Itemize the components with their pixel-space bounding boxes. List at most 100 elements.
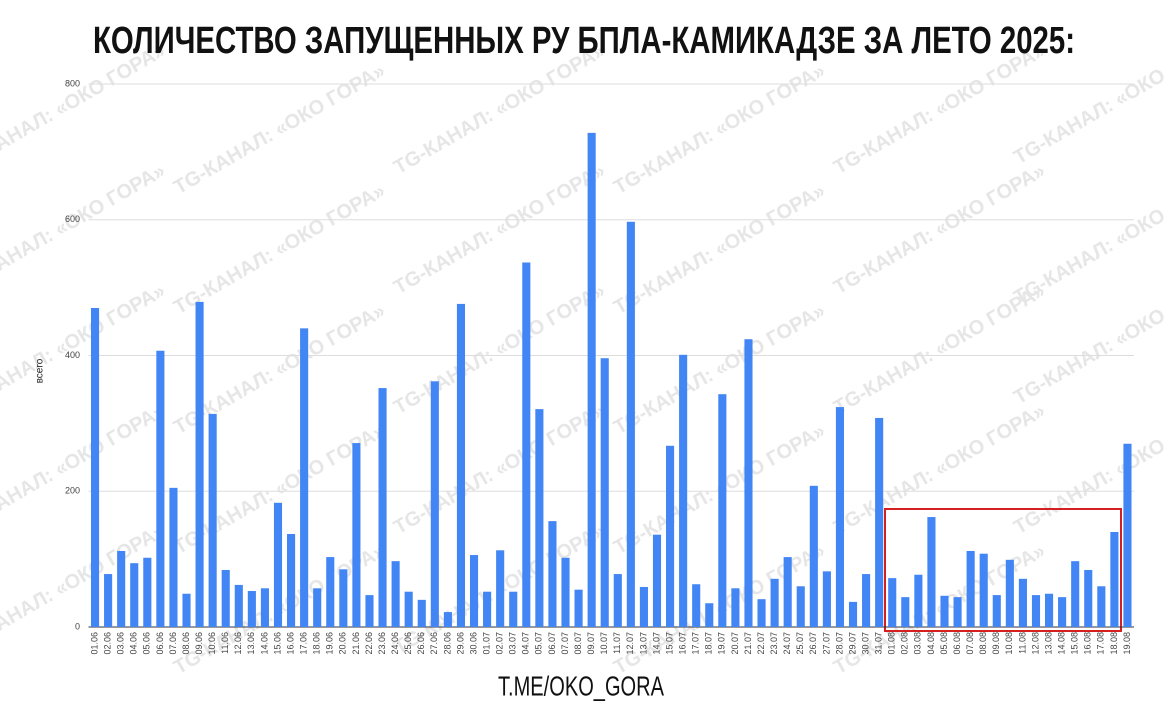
y-tick-label: 0 [75,621,80,631]
x-tick-label: 31.07 [874,632,884,655]
bar [757,599,766,627]
bar [692,584,701,627]
y-axis-label: всего [35,358,46,383]
y-tick-label: 200 [65,486,80,496]
bar [169,487,178,627]
x-tick-label: 13.06 [246,632,256,655]
x-tick-label: 23.06 [377,632,387,655]
x-tick-label: 28.06 [442,632,452,655]
bar [522,262,531,627]
bar [718,394,727,627]
x-tick-label: 13.08 [1043,632,1053,655]
bar [783,557,792,627]
bar [888,578,897,627]
bar [117,550,126,627]
bar [1031,595,1041,627]
x-tick-label: 02.08 [900,632,910,655]
x-tick-label: 20.07 [730,632,740,655]
x-tick-label: 04.07 [521,632,531,655]
watermark: TG-КАНАЛ: «ОКО ГОРА» [830,160,1049,299]
x-tick-label: 18.08 [1109,632,1119,655]
bar [300,328,309,627]
bar [391,561,400,627]
x-tick-label: 09.07 [586,632,596,655]
bar [156,350,165,627]
bar [744,339,753,627]
x-tick-label: 21.07 [743,632,753,655]
bar [1084,569,1093,627]
bar [822,571,831,627]
bar [1045,593,1054,627]
x-tick-label: 09.06 [194,632,204,655]
x-tick-label: 05.06 [142,632,152,655]
x-tick-label: 12.06 [233,632,243,655]
watermark: TG-КАНАЛ: «ОКО ГОРА» [610,180,829,319]
bar [992,595,1001,627]
bar [1018,578,1027,627]
x-tick-label: 12.08 [1030,632,1040,655]
bar [90,307,100,627]
bar [613,574,622,627]
x-tick-label: 02.06 [102,632,112,655]
x-tick-label: 10.07 [599,632,609,655]
bar [574,589,583,627]
bar [430,381,439,627]
bar [914,574,923,627]
bar [443,612,452,627]
x-tick-label: 11.07 [612,632,622,654]
x-tick-label: 13.07 [638,632,648,655]
x-tick-label: 06.06 [155,632,165,655]
x-tick-label: 29.07 [847,632,857,655]
bar [104,574,113,627]
bar [679,354,688,627]
x-tick-label: 28.07 [834,632,844,655]
bar [705,603,714,627]
bar [587,132,596,627]
highlight-box [884,508,1122,632]
bar [1097,586,1106,627]
bar [1123,443,1132,627]
bar [548,521,557,627]
bar [143,557,152,627]
x-tick-label: 04.08 [926,632,936,655]
bar [535,409,544,627]
watermark: TG-КАНАЛ: «ОКО ГОРА» [610,60,829,199]
watermark: TG-КАНАЛ: «ОКО ГОРА» [390,400,609,539]
x-tick-label: 27.06 [429,632,439,655]
x-tick-label: 15.07 [664,632,674,655]
x-tick-label: 05.07 [534,632,544,655]
bar [796,586,805,627]
x-tick-label: 03.06 [116,632,126,655]
x-tick-label: 14.06 [259,632,269,655]
bar [260,588,269,627]
footer: T.ME/OKO_GORA [498,670,664,701]
bar [287,534,296,627]
x-tick-label: 08.07 [573,632,583,655]
x-tick-label: 17.08 [1096,632,1106,655]
x-tick-label: 07.06 [168,632,178,655]
bar [182,593,191,627]
bar [247,591,256,627]
bar [561,557,570,627]
bar [901,597,910,627]
bar [927,517,936,627]
x-tick-label: 07.08 [965,632,975,655]
y-tick-label: 800 [65,78,80,88]
x-tick-label: 01.08 [887,632,897,655]
bar [234,584,243,627]
x-tick-label: 18.06 [312,632,322,655]
x-tick-label: 30.06 [468,632,478,655]
x-tick-label: 24.06 [390,632,400,655]
bar [1071,561,1080,627]
bar [509,591,518,627]
bar [326,557,335,627]
x-tick-label: 01.07 [481,632,491,655]
x-tick-label: 23.07 [769,632,779,655]
x-tick-label: 10.06 [207,632,217,655]
bar [365,595,374,627]
x-tick-label: 14.07 [651,632,661,655]
bar [875,417,884,627]
bar [979,553,988,627]
x-tick-label: 11.08 [1017,632,1027,654]
x-tick-label: 02.07 [495,632,505,655]
